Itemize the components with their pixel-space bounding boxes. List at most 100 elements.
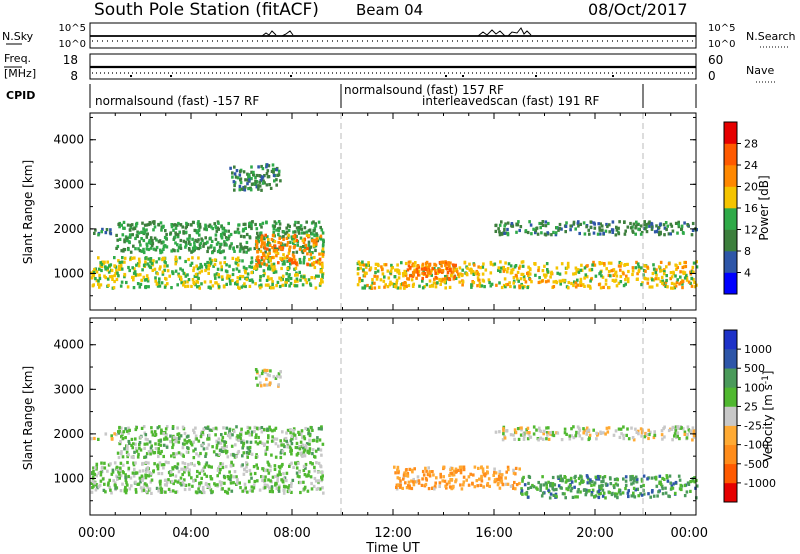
echo-cell	[265, 263, 269, 267]
echo-cell	[547, 480, 550, 484]
echo-cell	[503, 231, 506, 235]
echo-cell	[609, 477, 612, 481]
echo-cell	[674, 429, 678, 433]
echo-cell	[445, 274, 449, 278]
echo-cell	[275, 482, 278, 486]
echo-cell	[117, 430, 120, 434]
echo-cell	[541, 269, 545, 273]
echo-cell	[387, 276, 391, 280]
echo-cell	[256, 383, 259, 387]
echo-cell	[302, 450, 306, 454]
echo-cell	[90, 276, 94, 280]
echo-cell	[200, 237, 203, 241]
echo-cell	[231, 175, 234, 179]
echo-cell	[481, 470, 485, 474]
echo-cell	[499, 269, 502, 274]
echo-cell	[594, 475, 598, 479]
echo-cell	[607, 273, 611, 277]
echo-cell	[540, 222, 543, 226]
echo-cell	[228, 436, 232, 440]
echo-cell	[299, 236, 303, 240]
echo-cell	[682, 265, 686, 269]
echo-cell	[670, 281, 674, 285]
echo-cell	[683, 483, 687, 488]
echo-cell	[475, 479, 479, 483]
echo-cell	[598, 488, 601, 492]
echo-cell	[253, 429, 256, 433]
echo-cell	[596, 474, 600, 479]
echo-cell	[648, 224, 651, 228]
echo-cell	[650, 490, 654, 494]
echo-cell	[582, 427, 585, 431]
echo-cell	[643, 223, 646, 227]
echo-cell	[219, 261, 222, 265]
echo-cell	[454, 480, 457, 484]
echo-cell	[318, 487, 322, 491]
echo-cell	[255, 236, 258, 240]
echo-cell	[256, 442, 260, 446]
echo-cell	[504, 285, 507, 289]
echo-cell	[462, 483, 465, 487]
echo-cell	[504, 261, 507, 265]
echo-cell	[271, 246, 274, 250]
echo-cell	[160, 228, 163, 232]
echo-cell	[128, 487, 132, 491]
echo-cell	[158, 284, 162, 288]
echo-cell	[315, 232, 318, 236]
echo-cell	[309, 425, 313, 430]
echo-cell	[502, 269, 506, 273]
echo-cell	[305, 442, 309, 446]
echo-cell	[119, 489, 123, 493]
echo-cell	[210, 244, 213, 248]
echo-cell	[618, 488, 621, 492]
echo-cell	[281, 449, 285, 453]
echo-cell	[227, 229, 230, 233]
echo-cell	[682, 427, 685, 431]
echo-cell	[205, 446, 209, 450]
echo-cell	[540, 231, 543, 235]
echo-cell	[236, 280, 239, 284]
echo-cell	[161, 225, 165, 229]
echo-cell	[249, 489, 252, 493]
echo-cell	[311, 262, 314, 266]
echo-cell	[215, 439, 218, 443]
echo-cell	[535, 486, 538, 490]
echo-cell	[207, 443, 211, 447]
echo-cell	[556, 431, 560, 435]
echo-cell	[147, 247, 151, 252]
echo-cell	[399, 286, 402, 290]
echo-cell	[561, 492, 565, 496]
echo-cell	[156, 284, 160, 288]
echo-cell	[270, 169, 274, 173]
echo-cell	[265, 377, 268, 381]
echo-cell	[431, 267, 435, 271]
echo-cell	[193, 282, 196, 286]
echo-cell	[294, 262, 298, 266]
echo-cell	[321, 474, 324, 478]
echo-cell	[416, 270, 419, 274]
echo-cell	[564, 271, 568, 275]
echo-cell	[498, 472, 501, 476]
echo-cell	[572, 436, 576, 440]
echo-cell	[404, 271, 408, 276]
echo-cell	[294, 445, 298, 450]
echo-cell	[255, 453, 258, 457]
echo-cell	[411, 284, 415, 288]
echo-cell	[95, 270, 99, 274]
velocity-y-label: Slant Range [km]	[21, 366, 35, 470]
echo-cell	[622, 272, 625, 276]
echo-cell	[502, 427, 505, 431]
echo-cell	[104, 490, 107, 494]
echo-cell	[645, 222, 648, 227]
echo-cell	[545, 426, 548, 430]
echo-cell	[157, 280, 161, 284]
echo-cell	[278, 222, 282, 226]
echo-cell	[646, 281, 650, 285]
echo-cell	[547, 426, 550, 430]
echo-cell	[295, 441, 299, 445]
echo-cell	[185, 441, 189, 445]
echo-cell	[321, 273, 324, 277]
cpid-segment-1: normalsound (fast) -157 RF	[95, 94, 259, 108]
echo-cell	[167, 487, 171, 491]
